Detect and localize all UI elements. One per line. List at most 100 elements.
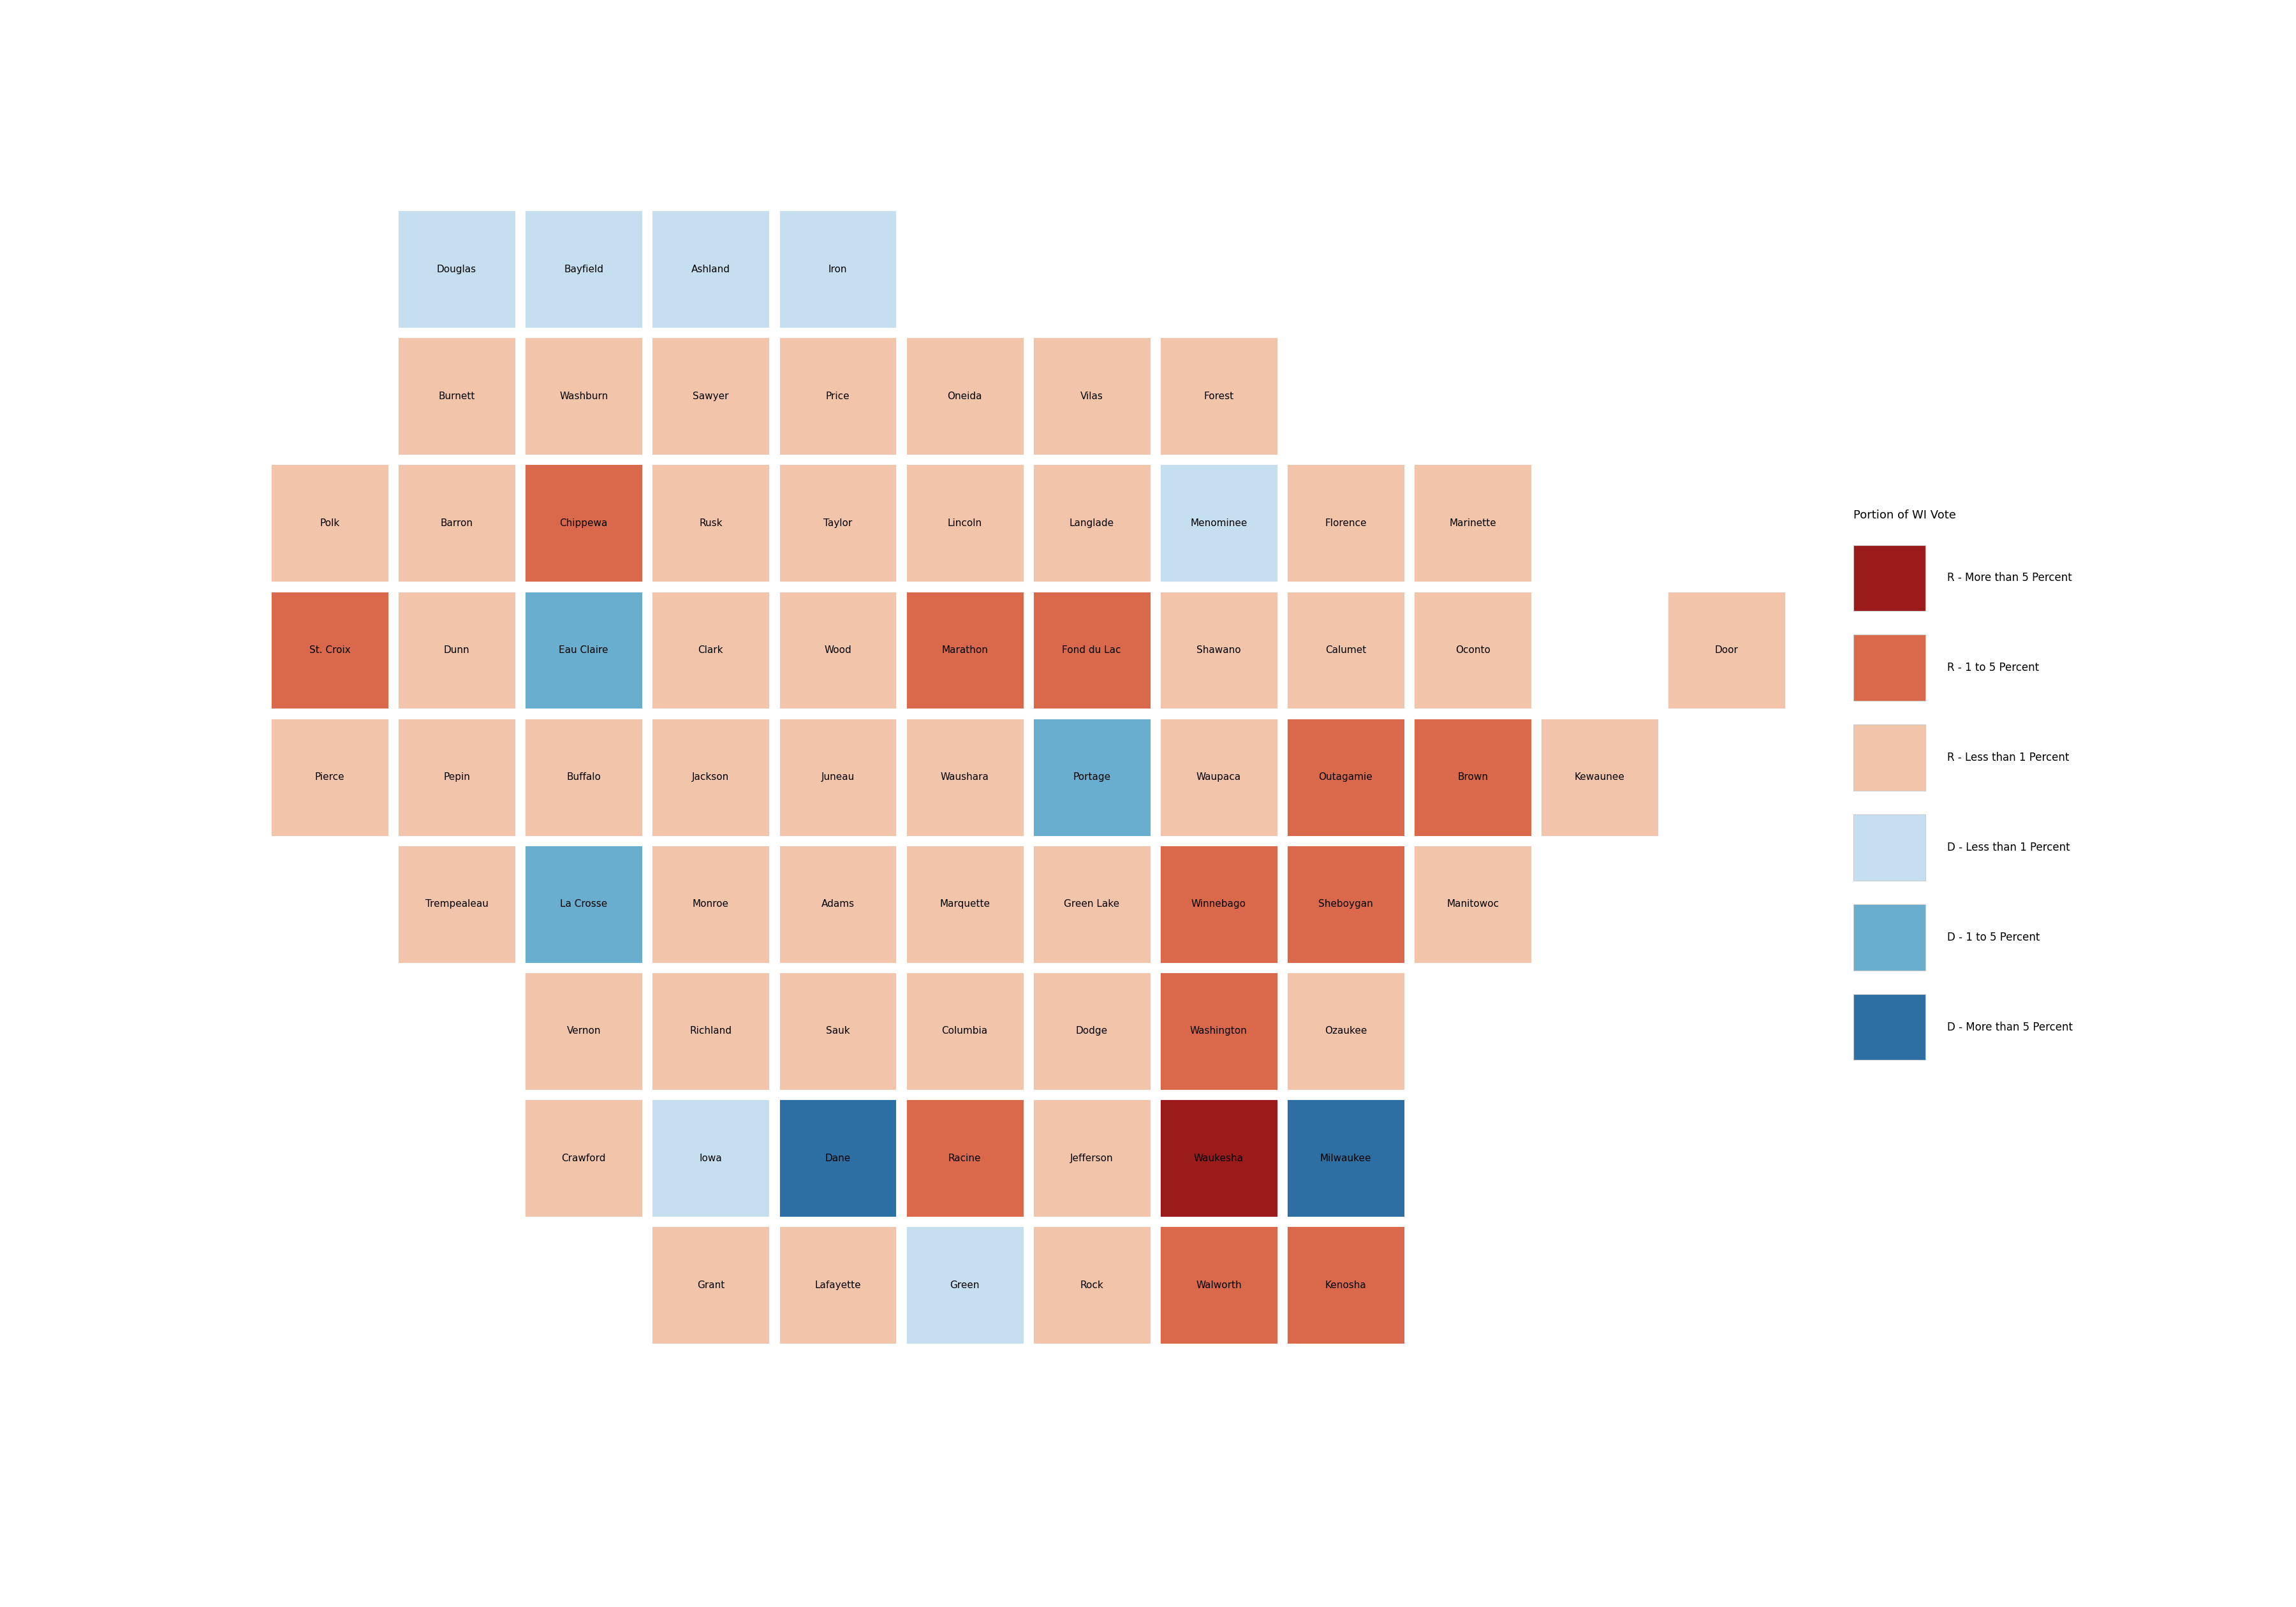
Text: Florence: Florence — [1325, 519, 1366, 529]
Text: Douglas: Douglas — [436, 265, 478, 273]
Bar — [650, 336, 771, 456]
Bar — [905, 1098, 1024, 1218]
Text: Iowa: Iowa — [700, 1154, 721, 1163]
Text: Grant: Grant — [698, 1281, 726, 1290]
Bar — [1541, 717, 1660, 837]
Bar — [650, 463, 771, 583]
Text: Price: Price — [827, 392, 850, 402]
Text: Waupaca: Waupaca — [1196, 773, 1242, 783]
Bar — [1031, 1098, 1153, 1218]
Bar — [905, 590, 1024, 710]
Bar — [1031, 463, 1153, 583]
Text: Forest: Forest — [1203, 392, 1233, 402]
Text: Dane: Dane — [824, 1154, 850, 1163]
Text: R - Less than 1 Percent: R - Less than 1 Percent — [1947, 752, 2069, 763]
Bar — [1286, 590, 1405, 710]
Text: D - 1 to 5 Percent: D - 1 to 5 Percent — [1947, 932, 2039, 943]
Text: Barron: Barron — [441, 519, 473, 529]
Text: Oneida: Oneida — [948, 392, 983, 402]
Bar — [650, 209, 771, 329]
Text: Clark: Clark — [698, 646, 723, 656]
Bar — [1159, 336, 1279, 456]
Text: Wood: Wood — [824, 646, 852, 656]
Bar — [523, 209, 643, 329]
Bar — [1412, 463, 1534, 583]
Bar — [650, 1225, 771, 1345]
Text: Eau Claire: Eau Claire — [558, 646, 608, 656]
Text: Green: Green — [951, 1281, 980, 1290]
Bar — [269, 463, 390, 583]
Text: Marquette: Marquette — [939, 900, 990, 910]
Text: Iron: Iron — [829, 265, 847, 273]
Text: Portage: Portage — [1072, 773, 1111, 783]
Text: Lincoln: Lincoln — [948, 519, 983, 529]
Bar — [778, 1098, 898, 1218]
Bar — [1412, 717, 1534, 837]
Bar — [778, 1225, 898, 1345]
Text: La Crosse: La Crosse — [560, 900, 608, 910]
Text: Outagamie: Outagamie — [1318, 773, 1373, 783]
Bar — [778, 717, 898, 837]
Text: Taylor: Taylor — [824, 519, 852, 529]
Bar — [397, 209, 517, 329]
Text: Rock: Rock — [1079, 1281, 1104, 1290]
Text: Lafayette: Lafayette — [815, 1281, 861, 1290]
Bar — [1159, 463, 1279, 583]
Bar — [1853, 635, 1926, 701]
Bar — [905, 463, 1024, 583]
Text: Chippewa: Chippewa — [560, 519, 608, 529]
Bar — [1412, 590, 1534, 710]
Text: Buffalo: Buffalo — [567, 773, 602, 783]
Bar — [269, 717, 390, 837]
Text: Sawyer: Sawyer — [693, 392, 728, 402]
Bar — [1667, 590, 1786, 710]
Bar — [778, 971, 898, 1091]
Bar — [1853, 815, 1926, 881]
Bar — [1159, 717, 1279, 837]
Text: R - 1 to 5 Percent: R - 1 to 5 Percent — [1947, 662, 2039, 673]
Bar — [650, 971, 771, 1091]
Bar — [1031, 1225, 1153, 1345]
Bar — [397, 590, 517, 710]
Bar — [778, 844, 898, 964]
Bar — [1159, 971, 1279, 1091]
Text: Rusk: Rusk — [698, 519, 723, 529]
Text: Pierce: Pierce — [315, 773, 344, 783]
Bar — [1031, 844, 1153, 964]
Bar — [523, 844, 643, 964]
Bar — [397, 336, 517, 456]
Bar — [650, 717, 771, 837]
Text: Green Lake: Green Lake — [1063, 900, 1120, 910]
Text: Calumet: Calumet — [1325, 646, 1366, 656]
Text: Fond du Lac: Fond du Lac — [1063, 646, 1120, 656]
Text: Shawano: Shawano — [1196, 646, 1240, 656]
Text: Door: Door — [1715, 646, 1738, 656]
Text: Polk: Polk — [319, 519, 340, 529]
Bar — [905, 971, 1024, 1091]
Text: Marathon: Marathon — [941, 646, 987, 656]
Bar — [523, 590, 643, 710]
Bar — [1853, 725, 1926, 791]
Text: Dunn: Dunn — [443, 646, 471, 656]
Text: Adams: Adams — [822, 900, 854, 910]
Bar — [905, 844, 1024, 964]
Bar — [1853, 905, 1926, 971]
Bar — [650, 844, 771, 964]
Bar — [1031, 590, 1153, 710]
Bar — [523, 717, 643, 837]
Bar — [650, 1098, 771, 1218]
Bar — [905, 336, 1024, 456]
Text: Jackson: Jackson — [691, 773, 730, 783]
Text: Trempealeau: Trempealeau — [425, 900, 489, 910]
Bar — [523, 336, 643, 456]
Bar — [778, 590, 898, 710]
Bar — [1159, 844, 1279, 964]
Bar — [397, 717, 517, 837]
Bar — [1286, 1225, 1405, 1345]
Text: Langlade: Langlade — [1070, 519, 1114, 529]
Text: Juneau: Juneau — [822, 773, 854, 783]
Bar — [1286, 717, 1405, 837]
Text: Ozaukee: Ozaukee — [1325, 1027, 1366, 1037]
Text: D - More than 5 Percent: D - More than 5 Percent — [1947, 1022, 2073, 1033]
Text: Bayfield: Bayfield — [565, 265, 604, 273]
